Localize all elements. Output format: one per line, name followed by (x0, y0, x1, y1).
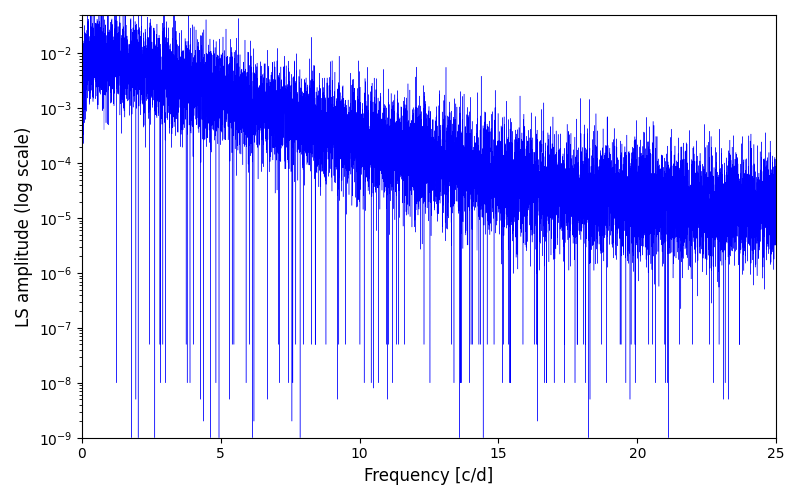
X-axis label: Frequency [c/d]: Frequency [c/d] (364, 467, 494, 485)
Y-axis label: LS amplitude (log scale): LS amplitude (log scale) (15, 126, 33, 326)
